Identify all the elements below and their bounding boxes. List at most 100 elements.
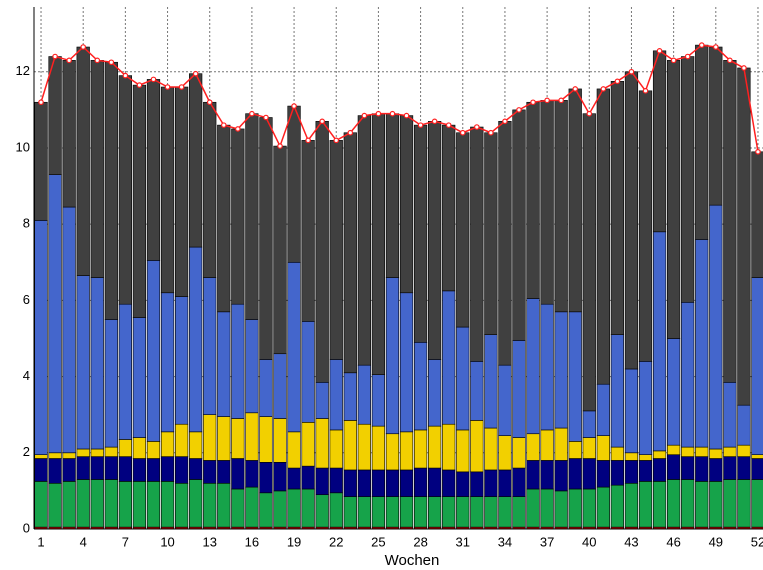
line-marker — [108, 59, 115, 66]
bar-segment — [737, 456, 751, 480]
bar-segment — [624, 482, 639, 528]
bar-segment — [526, 298, 540, 435]
bar-segment — [484, 334, 498, 429]
bar-segment — [203, 414, 217, 461]
bar-segment — [582, 410, 596, 438]
bar-segment — [146, 481, 161, 528]
bar-segment — [357, 496, 371, 528]
bar-segment — [737, 479, 751, 528]
line-marker — [291, 103, 297, 109]
x-tick-label: 31 — [456, 534, 470, 549]
bar-segment — [132, 437, 147, 459]
line-marker — [403, 112, 410, 119]
bar-segment — [638, 481, 653, 528]
x-tick-label: 7 — [122, 534, 129, 549]
bar-segment — [48, 174, 62, 454]
x-tick-label: 19 — [287, 534, 301, 549]
bar-segment — [399, 431, 414, 471]
line-marker — [544, 97, 550, 104]
bar-segment — [301, 488, 315, 528]
bar-segment — [90, 456, 104, 480]
bar-segment — [709, 204, 723, 450]
line-marker — [727, 57, 733, 64]
bar-segment — [681, 479, 695, 528]
bar-segment — [174, 86, 189, 297]
bar-segment — [189, 431, 203, 459]
bar-segment — [666, 454, 681, 480]
y-tick-label: 2 — [23, 444, 30, 459]
line-marker — [305, 137, 311, 144]
bar-segment — [512, 340, 526, 438]
bar-segment — [751, 151, 763, 278]
bar-segment — [62, 481, 76, 528]
y-tick-label: 4 — [23, 368, 30, 383]
bar-segment — [413, 124, 428, 343]
bar-segment — [568, 458, 582, 490]
x-tick-label: 52 — [751, 534, 763, 549]
line-marker — [628, 68, 635, 75]
bar-segment — [231, 458, 245, 490]
line-marker — [530, 99, 536, 106]
line-marker — [459, 129, 466, 136]
bar-segment — [160, 481, 175, 528]
bar-segment — [666, 338, 681, 446]
bar-segment — [315, 382, 329, 419]
bar-segment — [610, 80, 625, 335]
bar-segment — [160, 86, 175, 294]
bar-segment — [484, 469, 498, 497]
bar-segment — [428, 359, 442, 427]
bar-segment — [638, 460, 653, 482]
bar-segment — [104, 61, 118, 320]
bar-segment — [104, 446, 118, 457]
bar-segment — [385, 277, 400, 435]
bar-segment — [132, 317, 147, 438]
line-marker — [347, 129, 354, 136]
x-tick-label: 37 — [540, 534, 554, 549]
bar-segment — [245, 486, 259, 528]
bar-segment — [273, 418, 287, 463]
bar-segment — [554, 490, 568, 528]
line-marker — [206, 99, 213, 106]
bar-segment — [62, 206, 76, 454]
bar-segment — [287, 105, 301, 263]
bar-segment — [512, 109, 526, 341]
line-marker — [614, 78, 621, 85]
bar-segment — [174, 423, 189, 457]
bar-segment — [76, 479, 90, 528]
bar-segment — [442, 423, 456, 471]
bar-segment — [652, 231, 667, 452]
bar-segment — [723, 382, 737, 448]
line-marker — [136, 82, 143, 88]
bar-segment — [189, 479, 203, 528]
x-tick-label: 40 — [582, 534, 596, 549]
bar-segment — [287, 488, 301, 528]
bar-segment — [371, 425, 386, 471]
bar-segment — [287, 467, 301, 490]
bar-segment — [456, 496, 470, 528]
bar-segment — [118, 439, 133, 457]
bar-segment — [695, 481, 709, 528]
line-marker — [656, 48, 663, 54]
bar-segment — [695, 456, 709, 482]
bar-segment — [568, 488, 582, 528]
bar-segment — [498, 364, 512, 436]
bar-segment — [118, 303, 133, 440]
bar-segment — [470, 420, 484, 473]
bar-segment — [540, 460, 554, 490]
bar-segment — [526, 488, 540, 528]
line-marker — [558, 97, 564, 104]
bar-segment — [273, 145, 287, 355]
line-marker — [445, 122, 452, 128]
bar-segment — [245, 412, 259, 461]
bar-segment — [695, 44, 709, 240]
bar-segment — [399, 292, 414, 433]
bar-segment — [315, 121, 329, 383]
bar-segment — [231, 128, 245, 305]
bar-segment — [512, 496, 526, 528]
bar-segment — [259, 117, 273, 360]
bar-segment — [442, 290, 456, 425]
line-marker — [488, 129, 494, 136]
bar-segment — [104, 319, 118, 448]
bar-segment — [231, 303, 245, 419]
bar-segment — [217, 416, 231, 461]
